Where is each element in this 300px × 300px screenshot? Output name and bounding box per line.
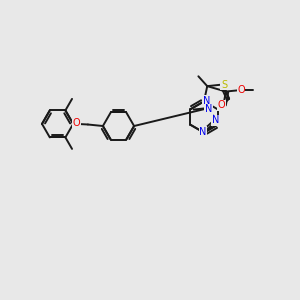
Text: O: O	[237, 85, 245, 95]
Text: N: N	[203, 96, 210, 106]
Text: N: N	[205, 104, 212, 114]
Text: O: O	[73, 118, 80, 128]
Text: S: S	[221, 80, 227, 89]
Text: N: N	[212, 116, 219, 125]
Text: O: O	[218, 100, 226, 110]
Text: N: N	[199, 127, 206, 137]
